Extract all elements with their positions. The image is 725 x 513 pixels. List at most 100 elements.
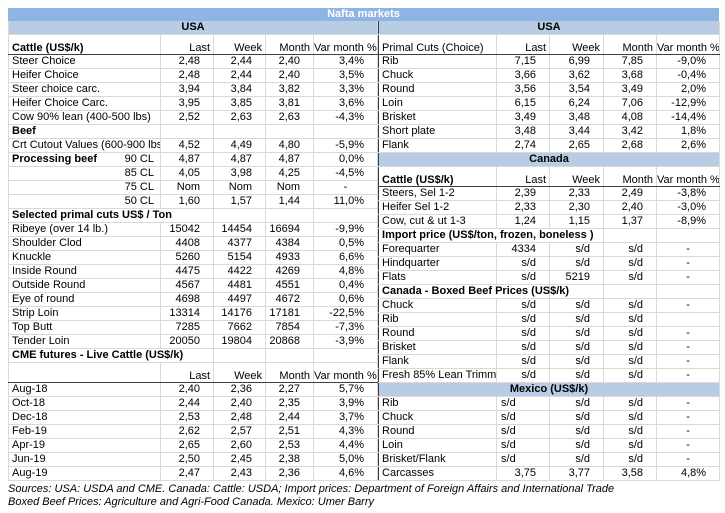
cell-month: 4,80 <box>265 138 314 153</box>
row-label: Tender Loin <box>8 334 161 349</box>
cell-month: 1,44 <box>265 194 314 209</box>
cell-var: - <box>656 424 721 439</box>
cell-week: s/d <box>549 368 605 383</box>
cell-var <box>656 312 721 327</box>
table-row: Rib 7,15 6,99 7,85 -9,0% <box>378 54 721 69</box>
cell-week: Week <box>549 166 605 187</box>
table-row: Brisket s/d s/d s/d - <box>378 340 721 355</box>
row-label: Shoulder Clod <box>8 236 161 251</box>
cell-last: 2,62 <box>160 424 214 439</box>
table-row: 50 CL 1,60 1,57 1,44 11,0% <box>8 194 379 209</box>
row-label: Cow 90% lean (400-500 lbs) <box>8 110 161 125</box>
cell-last: 2,48 <box>160 54 214 69</box>
row-label: Short plate <box>378 124 498 139</box>
cell-var: Var month % <box>656 166 721 187</box>
cell-last: 7,15 <box>496 54 551 69</box>
cell-var: - <box>656 340 721 355</box>
table-row: Short plate 3,48 3,44 3,42 1,8% <box>378 124 721 139</box>
cell-week: s/d <box>549 424 605 439</box>
cell-month: 2,40 <box>603 200 658 215</box>
left-price-table: USA Cattle (US$/k) Last Week Month Var month … <box>8 21 379 481</box>
cell-month: 2,44 <box>265 410 314 425</box>
cell-last: 3,95 <box>160 96 214 111</box>
cell-var: -8,9% <box>656 214 721 229</box>
cell-month: 16694 <box>265 222 314 237</box>
cell-week: s/d <box>549 326 605 341</box>
cell-week: 2,36 <box>213 382 266 397</box>
cell-month: s/d <box>603 368 658 383</box>
cell-var: -4,3% <box>313 110 379 125</box>
cell-week: 2,44 <box>213 54 266 69</box>
empty-cell <box>656 284 721 299</box>
cell-last: 2,40 <box>160 382 214 397</box>
cell-var: 3,3% <box>313 82 379 97</box>
cell-week: 3,98 <box>213 166 266 181</box>
cell-var: Var month % <box>313 34 379 55</box>
row-label: Rib <box>378 312 498 327</box>
cell-last: s/d <box>496 298 551 313</box>
cell-week: s/d <box>549 298 605 313</box>
cell-var: - <box>656 256 721 271</box>
row-label: Knuckle <box>8 250 161 265</box>
cell-last: s/d <box>496 424 551 439</box>
row-header-label: Cattle (US$/k) <box>8 34 161 55</box>
cell-var: 0,6% <box>313 292 379 307</box>
section-header-label: Selected primal cuts US$ / Ton <box>8 208 214 223</box>
cell-month: 2,35 <box>265 396 314 411</box>
cell-var: 3,4% <box>313 54 379 69</box>
cell-month: Month <box>265 362 314 383</box>
cell-var: - <box>656 438 721 453</box>
cell-week: 4422 <box>213 264 266 279</box>
cell-month: 4672 <box>265 292 314 307</box>
table-row: Loin s/d s/d s/d - <box>378 438 721 453</box>
cell-var: 6,6% <box>313 250 379 265</box>
cell-month: s/d <box>603 354 658 369</box>
region-band-label: Canada <box>378 152 721 167</box>
right-price-table: USA Primal Cuts (Choice) Last Week Month Var … <box>378 21 721 481</box>
region-band: USA <box>8 21 379 35</box>
cell-var: -9,0% <box>656 54 721 69</box>
sources-line-2: Boxed Beef Prices: Agriculture and Agri-… <box>8 496 375 508</box>
table-row: Brisket 3,49 3,48 4,08 -14,4% <box>378 110 721 125</box>
cell-last: 3,56 <box>496 82 551 97</box>
row-label: Rib <box>378 54 498 69</box>
row-label: Apr-19 <box>8 438 161 453</box>
cell-var: 4,8% <box>313 264 379 279</box>
cell-last: s/d <box>496 354 551 369</box>
column-header-row: Last Week Month Var month % <box>8 362 379 383</box>
cell-week: 4,49 <box>213 138 266 153</box>
cell-var: -5,9% <box>313 138 379 153</box>
cell-last: 2,50 <box>160 452 214 467</box>
row-label: Fresh 85% Lean Trimmi <box>378 368 498 383</box>
row-label: Jun-19 <box>8 452 161 467</box>
column-header-row: Primal Cuts (Choice) Last Week Month Var mon… <box>378 34 721 55</box>
cell-week: 1,57 <box>213 194 266 209</box>
cell-var: 3,7% <box>313 410 379 425</box>
cell-last: Last <box>496 166 551 187</box>
table-row: Chuck s/d s/d s/d - <box>378 410 721 425</box>
empty-cell <box>160 124 214 139</box>
cell-week: 4377 <box>213 236 266 251</box>
empty-cell <box>265 124 314 139</box>
cell-month: s/d <box>603 410 658 425</box>
cell-var: - <box>656 452 721 467</box>
row-label: Rib <box>378 396 498 411</box>
cell-month: s/d <box>603 298 658 313</box>
row-label: Chuck <box>378 298 498 313</box>
cell-last: 2,65 <box>160 438 214 453</box>
row-label: Loin <box>378 96 498 111</box>
cell-week: s/d <box>549 354 605 369</box>
cell-week: Week <box>213 34 266 55</box>
empty-cell <box>213 208 266 223</box>
cell-last: s/d <box>496 312 551 327</box>
cell-week: 4481 <box>213 278 266 293</box>
column-header-row: Cattle (US$/k) Last Week Month Var month % <box>378 166 721 187</box>
cell-last: 20050 <box>160 334 214 349</box>
cell-last: s/d <box>496 368 551 383</box>
empty-cell <box>656 228 721 243</box>
table-row: Processing beef 90 CL 4,87 4,87 4,87 0,0% <box>8 152 379 167</box>
cell-month: 20868 <box>265 334 314 349</box>
cell-month: 3,58 <box>603 466 658 481</box>
cell-week: s/d <box>549 438 605 453</box>
row-label: Chuck <box>378 410 498 425</box>
